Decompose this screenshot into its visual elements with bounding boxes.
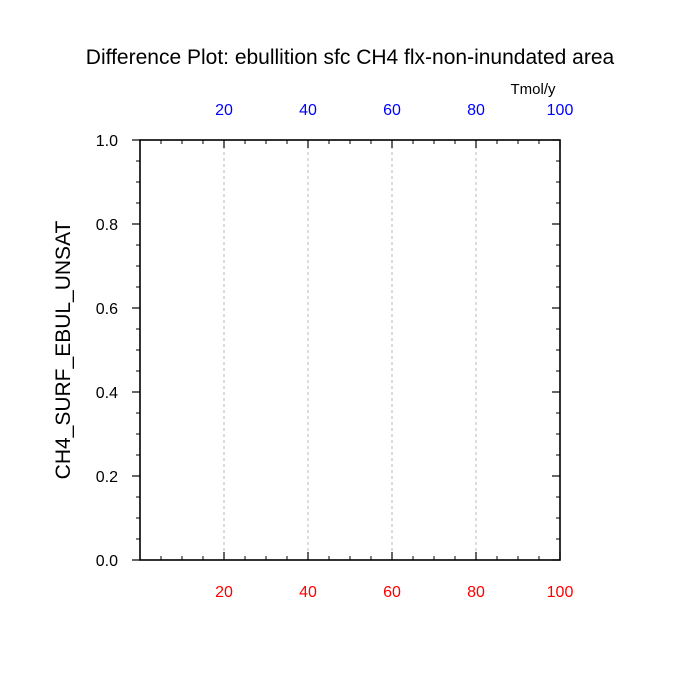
y-axis-label: CH4_SURF_EBUL_UNSAT	[52, 220, 75, 479]
x-tick-label-top: 20	[215, 102, 233, 119]
y-tick-label: 0.0	[96, 553, 118, 570]
x-tick-label-bottom: 100	[547, 584, 574, 601]
top-axis-unit-label: Tmol/y	[511, 81, 557, 98]
x-tick-label-bottom: 20	[215, 584, 233, 601]
y-tick-label: 0.8	[96, 217, 118, 234]
x-tick-label-top: 80	[467, 102, 485, 119]
x-tick-label-top: 100	[547, 102, 574, 119]
y-tick-label: 0.4	[96, 385, 118, 402]
x-tick-label-bottom: 80	[467, 584, 485, 601]
x-tick-label-bottom: 60	[383, 584, 401, 601]
y-tick-label: 0.2	[96, 469, 118, 486]
chart-title: Difference Plot: ebullition sfc CH4 flx-…	[86, 46, 615, 69]
y-tick-label: 1.0	[96, 133, 118, 150]
tick-labels: 20 20 40 40 60 60 80 80 100 100 0.0 0.2 0.4 0.6 0.8 1.0	[96, 102, 574, 601]
x-tick-label-top: 60	[383, 102, 401, 119]
y-tick-label: 0.6	[96, 301, 118, 318]
plot-frame	[139, 139, 561, 561]
grid-lines	[223, 140, 477, 560]
x-tick-label-bottom: 40	[299, 584, 317, 601]
x-tick-label-top: 40	[299, 102, 317, 119]
